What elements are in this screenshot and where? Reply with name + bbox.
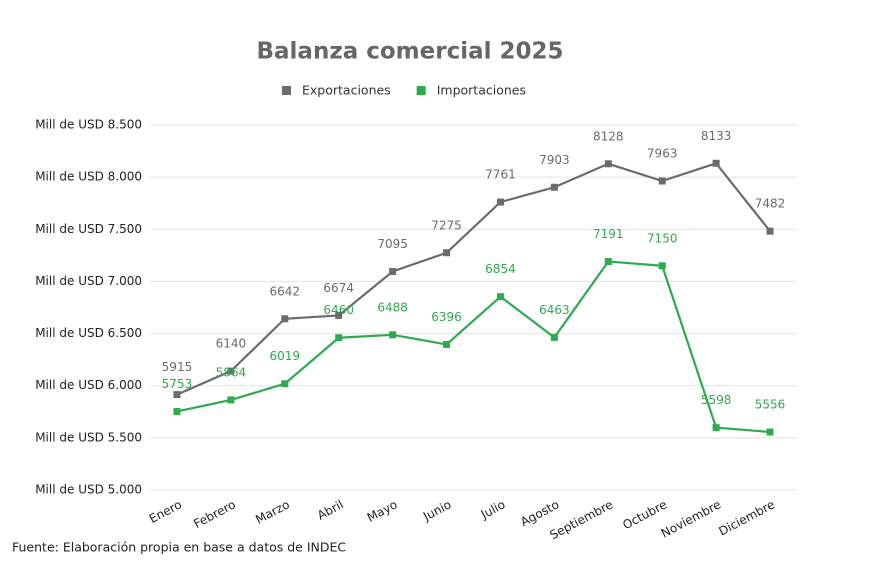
data-label: 8128	[593, 129, 624, 143]
x-tick-label: Mayo	[365, 497, 400, 524]
point-marker	[173, 407, 181, 415]
y-tick-label: Mill de USD 5.000	[35, 483, 142, 497]
point-marker	[550, 333, 558, 341]
y-tick-label: Mill de USD 8.500	[35, 118, 142, 132]
data-label: 6460	[323, 303, 354, 317]
legend-swatch	[282, 86, 291, 95]
point-marker	[550, 183, 558, 191]
legend-label: Exportaciones	[302, 83, 391, 98]
data-label: 7963	[647, 147, 678, 161]
x-tick-label: Enero	[147, 497, 184, 526]
point-marker	[281, 315, 289, 323]
legend-label: Importaciones	[437, 83, 526, 98]
x-tick-label: Julio	[478, 497, 508, 522]
data-label: 6488	[377, 300, 408, 314]
point-marker	[712, 424, 720, 432]
x-tick-label: Marzo	[253, 497, 292, 526]
chart-title: Balanza comercial 2025	[256, 39, 563, 65]
y-tick-label: Mill de USD 5.500	[35, 430, 142, 444]
y-tick-label: Mill de USD 6.500	[35, 326, 142, 340]
data-label: 6642	[270, 284, 301, 298]
data-label: 7095	[377, 237, 408, 251]
data-label: 7191	[593, 227, 624, 241]
point-marker	[766, 428, 774, 436]
point-marker	[604, 258, 612, 266]
point-marker	[335, 334, 343, 342]
data-label: 6019	[270, 349, 301, 363]
data-label: 6140	[216, 337, 247, 351]
point-marker	[766, 227, 774, 235]
data-label: 5598	[701, 393, 732, 407]
data-label: 5864	[216, 365, 247, 379]
point-marker	[281, 380, 289, 388]
point-marker	[496, 293, 504, 301]
point-marker	[335, 311, 343, 319]
y-tick-label: Mill de USD 6.000	[35, 378, 142, 392]
data-label: 6674	[323, 281, 354, 295]
data-label: 8133	[701, 129, 732, 143]
legend-swatch	[416, 86, 426, 95]
x-tick-label: Junio	[420, 497, 453, 524]
point-marker	[604, 160, 612, 168]
data-label: 7903	[539, 153, 570, 167]
data-label: 7761	[485, 168, 516, 182]
point-marker	[658, 177, 666, 185]
point-marker	[389, 268, 397, 276]
data-label: 7150	[647, 231, 678, 245]
x-tick-label: Agosto	[518, 497, 561, 529]
data-label: 5915	[162, 360, 193, 374]
series-line	[176, 260, 771, 434]
data-label: 5556	[755, 398, 786, 412]
data-label: 6463	[539, 303, 570, 317]
point-marker	[496, 198, 504, 206]
y-tick-label: Mill de USD 7.500	[35, 222, 142, 236]
point-marker	[227, 396, 235, 404]
x-tick-label: Febrero	[191, 497, 238, 531]
x-tick-label: Diciembre	[716, 497, 777, 538]
y-tick-label: Mill de USD 7.000	[35, 274, 142, 288]
y-tick-label: Mill de USD 8.000	[35, 170, 142, 184]
point-marker	[389, 331, 397, 339]
point-marker	[658, 262, 666, 270]
source-note: Fuente: Elaboración propia en base a dat…	[12, 540, 346, 555]
data-label: 5753	[162, 377, 193, 391]
point-marker	[712, 159, 720, 167]
series-line	[176, 161, 771, 396]
data-label: 6854	[485, 262, 516, 276]
x-tick-label: Noviembre	[659, 497, 723, 540]
data-label: 7275	[431, 218, 462, 232]
data-label: 6396	[431, 310, 462, 324]
point-marker	[443, 340, 451, 348]
point-marker	[173, 391, 181, 399]
point-marker	[227, 367, 235, 375]
point-marker	[443, 249, 451, 257]
x-tick-label: Abril	[315, 497, 346, 522]
data-label: 7482	[755, 197, 786, 211]
